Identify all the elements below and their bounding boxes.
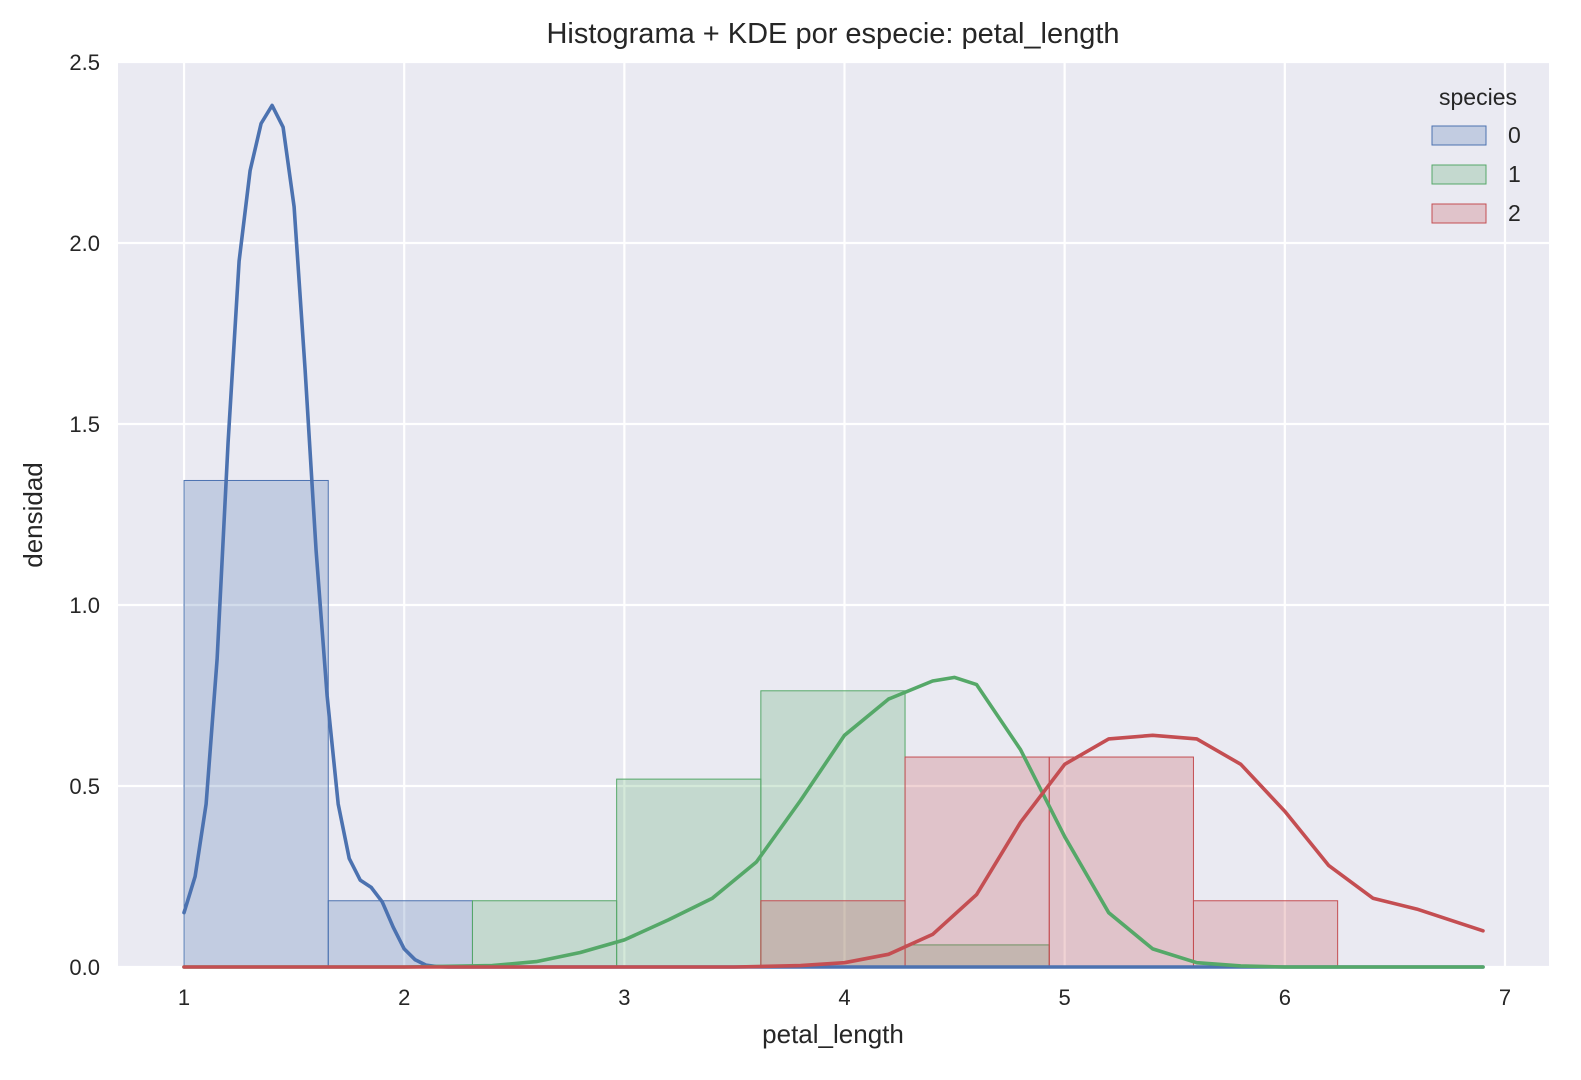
x-tick-label: 1 — [178, 985, 190, 1010]
y-tick-label: 1.0 — [69, 593, 100, 618]
histogram-bars — [183, 479, 1339, 968]
histogram-bar — [327, 900, 473, 968]
legend-items: 0 1 2 — [1431, 122, 1521, 226]
histogram-bar — [616, 778, 762, 968]
kde-curve — [182, 733, 1485, 969]
plot-background — [118, 62, 1549, 967]
histogram-bar — [1192, 900, 1339, 968]
legend-label: 0 — [1508, 122, 1521, 148]
x-tick-label: 6 — [1279, 985, 1291, 1010]
legend-swatch — [1431, 203, 1487, 224]
y-ticks: 0.0 0.5 1.0 1.5 2.0 2.5 — [69, 50, 100, 980]
y-tick-label: 0.0 — [69, 955, 100, 980]
y-tick-label: 0.5 — [69, 774, 100, 799]
histogram-bar — [760, 690, 906, 968]
legend-swatch — [1431, 164, 1487, 185]
x-tick-label: 5 — [1059, 985, 1071, 1010]
legend: species 0 1 2 — [1431, 84, 1521, 226]
chart-title: Histograma + KDE por especie: petal_leng… — [546, 18, 1119, 50]
x-tick-label: 4 — [838, 985, 850, 1010]
x-tick-label: 2 — [398, 985, 410, 1010]
x-axis-label: petal_length — [762, 1019, 904, 1049]
y-axis-label: densidad — [18, 462, 48, 568]
legend-label: 1 — [1508, 161, 1521, 187]
x-tick-label: 3 — [618, 985, 630, 1010]
histogram-bar — [471, 900, 618, 968]
x-ticks: 1 2 3 4 5 6 7 — [178, 985, 1511, 1010]
x-tick-label: 7 — [1499, 985, 1511, 1010]
kde-curves — [182, 103, 1485, 969]
y-tick-label: 1.5 — [69, 412, 100, 437]
y-tick-label: 2.0 — [69, 231, 100, 256]
histogram-bar — [183, 479, 329, 968]
legend-title: species — [1439, 84, 1517, 110]
legend-swatch — [1431, 125, 1487, 146]
histogram-bar — [904, 756, 1050, 968]
legend-label: 2 — [1508, 200, 1521, 226]
y-tick-label: 2.5 — [69, 50, 100, 75]
kde-curve — [182, 675, 1485, 969]
histogram-bar — [1048, 756, 1194, 968]
